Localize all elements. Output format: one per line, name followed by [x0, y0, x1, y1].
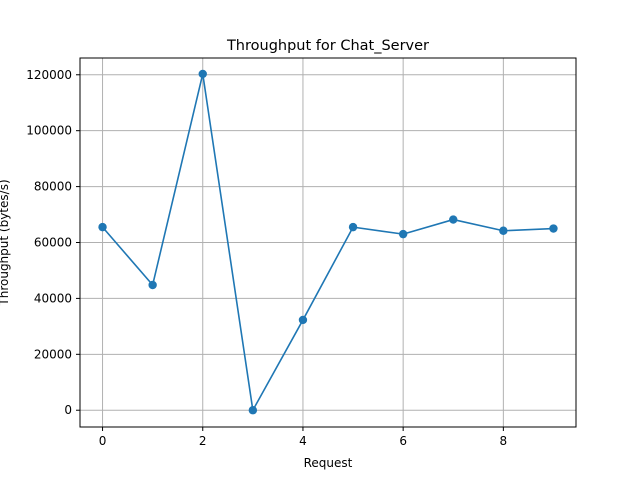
y-axis-label: Throughput (bytes/s) [0, 179, 11, 306]
data-point [348, 222, 358, 232]
data-point [398, 229, 408, 239]
y-axis-ticks: 0 20000 40000 60000 80000 100000 120000 [26, 68, 80, 417]
y-tick-label: 0 [64, 403, 72, 417]
x-tick-label: 4 [299, 434, 307, 448]
series-layer [98, 69, 558, 415]
y-tick-label: 60000 [34, 236, 72, 250]
data-point [298, 315, 308, 325]
data-point [549, 224, 558, 233]
y-tick-label: 80000 [34, 180, 72, 194]
x-tick-label: 2 [199, 434, 207, 448]
y-tick-label: 40000 [34, 291, 72, 305]
data-point [148, 280, 157, 290]
y-tick-label: 20000 [34, 347, 72, 361]
y-tick-label: 120000 [26, 68, 72, 82]
data-point [248, 406, 258, 415]
y-tick-label: 100000 [26, 124, 72, 138]
series-line [101, 73, 554, 412]
x-tick-label: 0 [99, 434, 107, 448]
x-axis-label: Request [304, 456, 353, 470]
x-tick-label: 8 [500, 434, 508, 448]
x-tick-label: 6 [399, 434, 407, 448]
data-point [198, 69, 207, 79]
x-axis-ticks: 0 2 4 6 8 [99, 427, 507, 448]
data-point [98, 222, 107, 232]
grid [80, 58, 576, 427]
chart-title: Throughput for Chat_Server [226, 38, 429, 54]
data-point [449, 215, 458, 224]
data-point [499, 226, 508, 235]
